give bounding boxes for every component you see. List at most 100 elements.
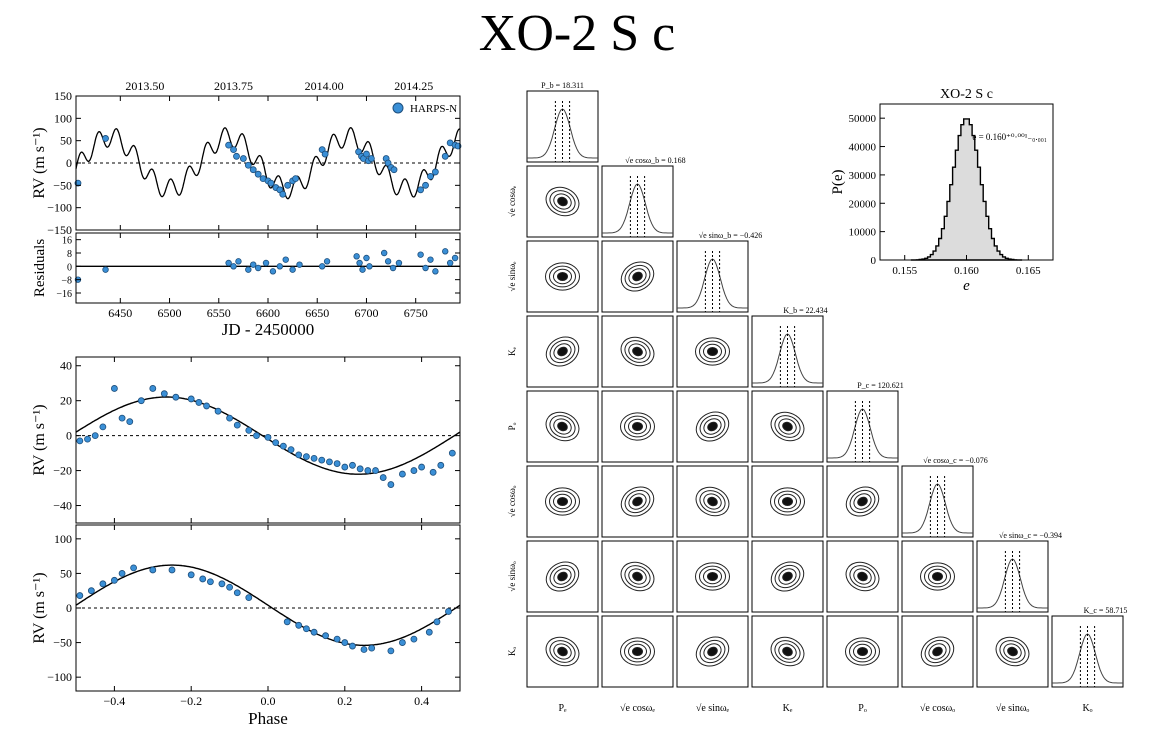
residual-point xyxy=(422,264,429,272)
corner-contour xyxy=(778,493,797,510)
rv-ytick-label: −150 xyxy=(47,223,72,237)
corner-contour xyxy=(632,346,643,357)
residual-point xyxy=(225,259,232,267)
rv-data-point xyxy=(230,146,237,154)
residual-point xyxy=(250,261,257,268)
ecc-xtick-label: 0.155 xyxy=(892,265,917,277)
phase_b-point xyxy=(91,432,99,440)
rv-data-point xyxy=(321,150,329,158)
corner-ylabel: √e sinωₒ xyxy=(507,561,517,592)
corner-contour xyxy=(695,486,730,517)
corner-contour xyxy=(624,415,651,438)
ecc-histogram xyxy=(910,118,1023,261)
corner-contour xyxy=(849,565,876,588)
corner-contour xyxy=(632,571,643,582)
phase_c-xlabel: Phase xyxy=(248,709,288,728)
res-xtick-label: 6450 xyxy=(108,306,132,320)
ecc-xtick-label: 0.165 xyxy=(1016,265,1041,277)
corner-contour xyxy=(628,643,647,660)
phase_b-point xyxy=(437,461,445,469)
phase_c-ytick-label: 50 xyxy=(60,566,72,580)
phase_c-point xyxy=(387,647,395,655)
rv-top-tick-label: 2014.00 xyxy=(305,79,344,93)
corner-contour xyxy=(707,496,718,507)
rv-ytick-label: 100 xyxy=(54,111,72,125)
corner-contour xyxy=(849,489,876,514)
phase_b-point xyxy=(160,390,168,398)
residual-point xyxy=(359,266,366,273)
phase_b-ylabel: RV (m s⁻¹) xyxy=(31,404,48,475)
ecc-ylabel: P(e) xyxy=(830,170,846,195)
phase_b-point xyxy=(341,463,349,471)
corner-contour xyxy=(553,418,572,435)
phase_b-ytick-label: −20 xyxy=(53,464,72,478)
res-xtick-label: 6500 xyxy=(158,306,182,320)
phase_c-xtick-label: 0.0 xyxy=(261,694,276,708)
phase_c-ytick-label: 100 xyxy=(54,532,72,546)
corner-xlabel: Pₒ xyxy=(858,703,867,714)
phase_c-point xyxy=(302,625,310,633)
corner-contour xyxy=(557,571,568,582)
phase_c-point xyxy=(322,632,330,640)
rv-data-point xyxy=(390,166,398,174)
corner-contour xyxy=(695,636,730,667)
phase_b-point xyxy=(99,423,107,431)
rv-data-point xyxy=(254,170,262,178)
rv-top-tick-label: 2013.50 xyxy=(125,79,164,93)
phase_c-ytick-label: −100 xyxy=(47,670,72,684)
rv-data-point xyxy=(367,155,375,162)
phase_c-xtick-label: −0.2 xyxy=(180,694,202,708)
phase_b-point xyxy=(310,454,318,462)
phase_b-point xyxy=(372,467,379,474)
phase_c-point xyxy=(130,564,138,572)
corner-contour xyxy=(620,561,655,592)
corner-contour xyxy=(770,487,805,516)
res-ytick-label: −8 xyxy=(61,276,72,287)
corner-contour xyxy=(624,565,651,588)
phase_b-point xyxy=(214,407,222,415)
corner-contour xyxy=(770,561,805,592)
corner-ylabel: √e cosωₒ xyxy=(507,485,517,517)
phase_b-point xyxy=(379,474,387,481)
phase_b-point xyxy=(326,458,333,466)
corner-contour xyxy=(628,343,647,360)
page-title: XO-2 S c xyxy=(478,5,676,62)
rv-data-point xyxy=(441,152,449,160)
corner-contour xyxy=(632,647,643,656)
phase_b-point xyxy=(318,456,326,464)
corner-contour xyxy=(553,193,572,210)
phase_c-point xyxy=(149,566,157,574)
phase_b-point xyxy=(203,402,210,410)
corner-contour xyxy=(699,490,726,513)
ecc-ytick-label: 20000 xyxy=(849,198,877,210)
corner-contour xyxy=(782,497,793,506)
residual-point xyxy=(102,266,109,273)
rv-ytick-label: 150 xyxy=(54,89,72,103)
corner-contour xyxy=(1007,646,1018,657)
corner-contour xyxy=(999,640,1026,663)
phase_b-point xyxy=(245,426,253,434)
corner-contour xyxy=(545,636,580,667)
rv-data-point xyxy=(249,166,257,174)
corner-contour xyxy=(928,643,947,660)
ecc-ytick-label: 40000 xyxy=(849,142,877,154)
corner-xlabel: Pₑ xyxy=(558,703,567,714)
corner-contour xyxy=(774,564,801,589)
corner-cell xyxy=(751,615,824,688)
phase_b-point xyxy=(233,421,241,429)
corner-contour xyxy=(557,346,568,357)
phase_b-point xyxy=(295,451,303,459)
residual-point xyxy=(276,263,284,270)
residual-point xyxy=(296,261,303,268)
rv-top-tick-label: 2013.75 xyxy=(214,79,253,93)
phase_b-point xyxy=(187,395,195,403)
phase_b-point xyxy=(111,385,118,392)
phase_c-ytick-label: 0 xyxy=(66,601,72,615)
res-ytick-label: 8 xyxy=(67,249,72,260)
corner-contour xyxy=(932,646,943,657)
corner-contour xyxy=(857,496,868,507)
rv-ytick-label: −100 xyxy=(47,201,72,215)
phase_b-point xyxy=(429,468,437,476)
corner-ylabel: Pₒ xyxy=(507,422,517,430)
corner-contour xyxy=(549,190,576,213)
